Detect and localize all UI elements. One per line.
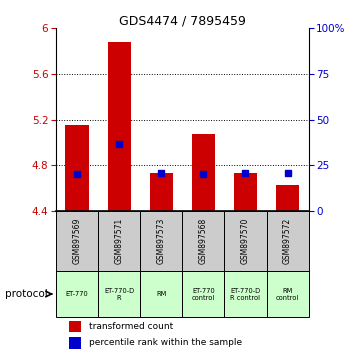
Text: GSM897571: GSM897571 — [115, 218, 123, 264]
Bar — [140, 211, 182, 271]
Bar — [182, 211, 225, 271]
Text: RM
control: RM control — [276, 287, 299, 301]
Text: ET-770
control: ET-770 control — [192, 287, 215, 301]
Bar — [276, 185, 299, 211]
Text: ET-770-D
R: ET-770-D R — [104, 287, 134, 301]
Text: GSM897570: GSM897570 — [241, 218, 250, 264]
Text: percentile rank within the sample: percentile rank within the sample — [89, 338, 242, 347]
Text: transformed count: transformed count — [89, 322, 173, 331]
Bar — [150, 173, 173, 211]
Text: GSM897568: GSM897568 — [199, 218, 208, 264]
Bar — [56, 211, 98, 271]
Bar — [108, 42, 131, 211]
Bar — [266, 211, 309, 271]
Bar — [69, 321, 81, 332]
Text: ET-770-D
R control: ET-770-D R control — [230, 287, 261, 301]
Title: GDS4474 / 7895459: GDS4474 / 7895459 — [119, 14, 246, 27]
Text: GSM897569: GSM897569 — [73, 218, 82, 264]
Bar — [56, 271, 98, 317]
Text: GSM897572: GSM897572 — [283, 218, 292, 264]
Bar — [140, 271, 182, 317]
Bar — [266, 271, 309, 317]
Bar — [225, 211, 266, 271]
Bar — [225, 271, 266, 317]
Text: RM: RM — [156, 291, 166, 297]
Bar — [234, 173, 257, 211]
Text: GSM897573: GSM897573 — [157, 218, 166, 264]
Bar — [182, 271, 225, 317]
Text: ET-770: ET-770 — [66, 291, 88, 297]
Bar — [192, 135, 215, 211]
Bar — [98, 211, 140, 271]
Text: protocol: protocol — [5, 289, 48, 299]
Bar — [65, 125, 88, 211]
Bar — [98, 271, 140, 317]
Bar — [69, 337, 81, 349]
